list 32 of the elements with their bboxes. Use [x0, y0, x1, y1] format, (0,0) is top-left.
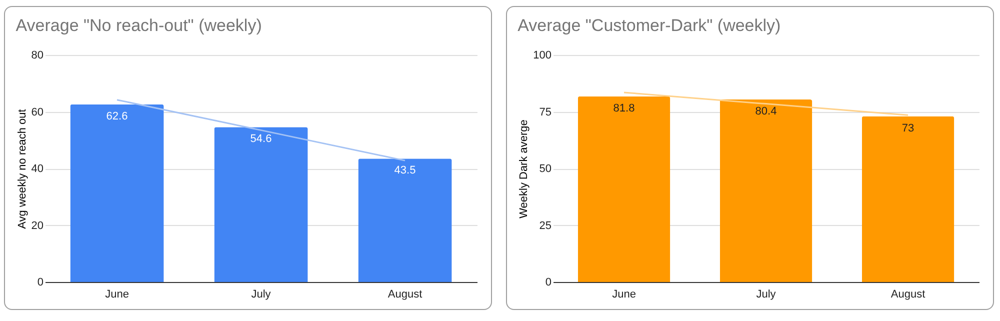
bar: [578, 96, 670, 282]
y-axis-title: Avg weekly no reach out: [16, 109, 28, 229]
y-tick-label: 100: [533, 50, 552, 62]
data-label: 73: [902, 122, 914, 134]
chart-title: Average "Customer-Dark" (weekly): [518, 16, 781, 35]
data-label: 54.6: [250, 133, 272, 146]
bar: [70, 104, 164, 282]
data-label: 80.4: [755, 105, 777, 118]
y-tick-label: 60: [31, 106, 44, 118]
x-tick-label: July: [756, 288, 776, 300]
y-tick-label: 0: [545, 276, 552, 288]
y-tick-label: 40: [31, 163, 44, 175]
y-tick-label: 20: [31, 220, 44, 232]
y-tick-label: 25: [539, 220, 552, 232]
bar: [358, 158, 452, 282]
y-tick-label: 75: [539, 106, 552, 118]
bar: [720, 99, 812, 282]
x-tick-label: August: [388, 288, 422, 300]
y-tick-label: 0: [37, 276, 44, 288]
x-tick-label: June: [105, 288, 129, 300]
x-tick-label: July: [251, 288, 272, 300]
bar: [214, 127, 308, 282]
bar: [862, 116, 954, 282]
y-tick-label: 80: [31, 50, 44, 62]
data-label: 62.6: [106, 110, 128, 122]
data-label: 81.8: [613, 102, 635, 114]
chart-title: Average "No reach-out" (weekly): [16, 16, 262, 35]
y-tick-label: 50: [539, 163, 552, 175]
data-label: 43.5: [394, 164, 416, 177]
x-tick-label: August: [890, 288, 926, 300]
y-axis-title: Weekly Dark averge: [518, 120, 530, 218]
x-tick-label: June: [612, 288, 636, 300]
